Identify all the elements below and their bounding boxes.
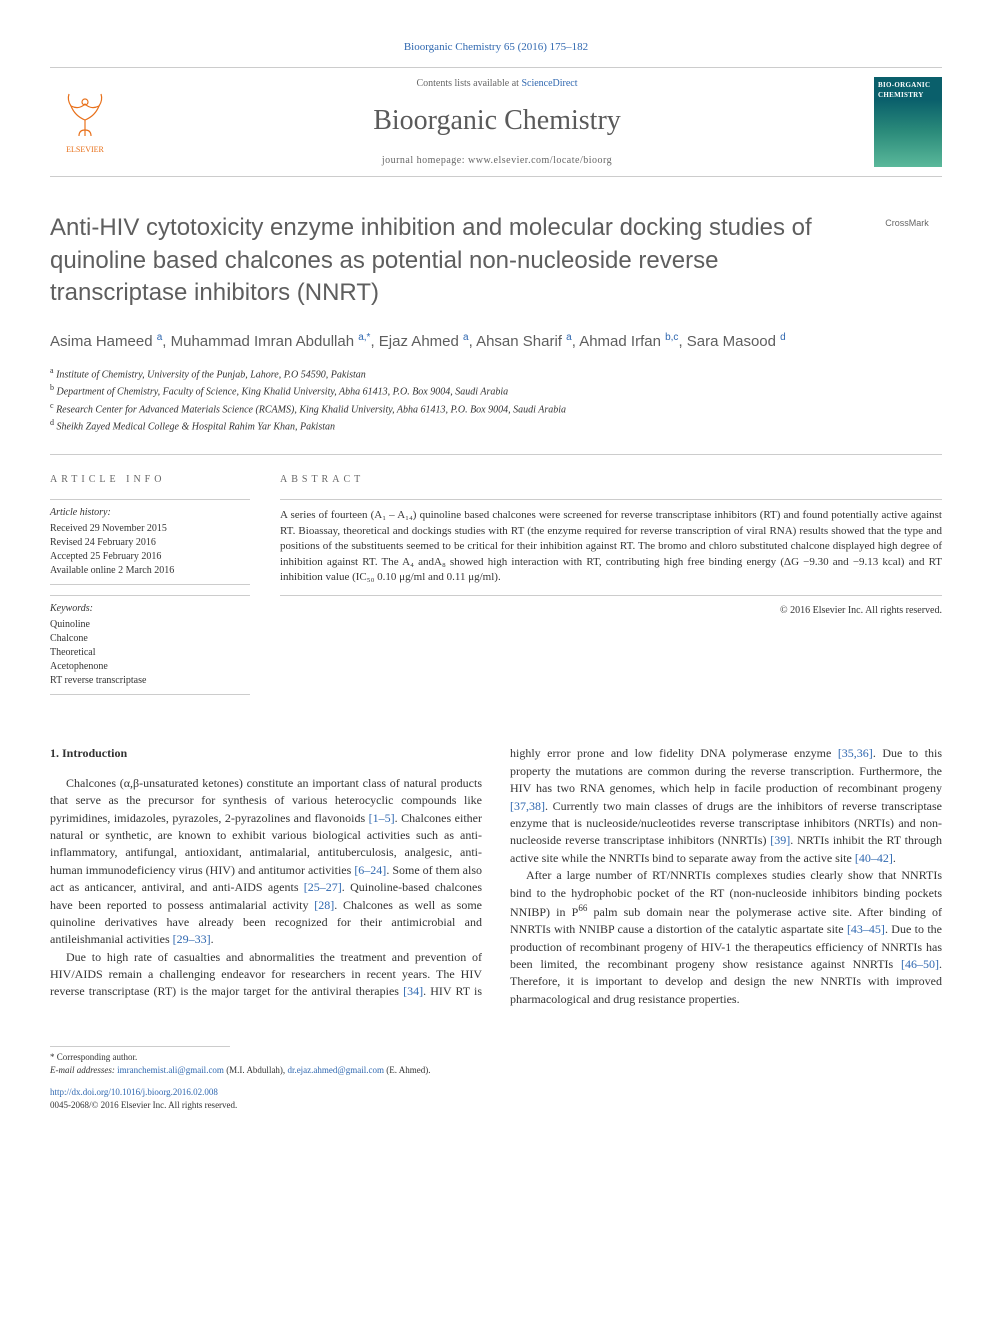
affiliation-line: d Sheikh Zayed Medical College & Hospita… [50,417,942,434]
elsevier-label: ELSEVIER [50,144,120,155]
history-line: Received 29 November 2015 [50,522,250,536]
elsevier-logo[interactable]: ELSEVIER [50,90,120,155]
email-link[interactable]: dr.ejaz.ahmed@gmail.com [287,1065,384,1075]
sciencedirect-link[interactable]: ScienceDirect [521,78,577,89]
contents-available: Contents lists available at ScienceDirec… [120,77,874,91]
abstract-text: A series of fourteen (A₁ – A₁₄) quinolin… [280,499,942,596]
keyword-line: Theoretical [50,646,250,660]
masthead: ELSEVIER Contents lists available at Sci… [50,67,942,177]
affiliations: a Institute of Chemistry, University of … [50,365,942,434]
body-paragraph: Chalcones (α,β-unsaturated ketones) cons… [50,775,482,949]
corresponding-author: * Corresponding author. [50,1051,942,1064]
keyword-line: Acetophenone [50,660,250,674]
email-addresses: E-mail addresses: imranchemist.ali@gmail… [50,1064,942,1077]
journal-name: Bioorganic Chemistry [120,101,874,140]
footer: * Corresponding author. E-mail addresses… [50,1038,942,1111]
elsevier-tree-icon [50,90,120,144]
history-line: Revised 24 February 2016 [50,536,250,550]
abstract: ABSTRACT A series of fourteen (A₁ – A₁₄)… [280,473,942,705]
article-title: Anti-HIV cytotoxicity enzyme inhibition … [50,212,942,309]
journal-cover-thumbnail[interactable]: BIO-ORGANIC CHEMISTRY [874,77,942,167]
section-heading: 1. Introduction [50,745,482,762]
keyword-line: Chalcone [50,632,250,646]
article-body: 1. Introduction Chalcones (α,β-unsaturat… [50,745,942,1008]
cover-title: BIO-ORGANIC CHEMISTRY [878,81,938,101]
history-label: Article history: [50,499,250,520]
affiliation-line: c Research Center for Advanced Materials… [50,400,942,417]
authors: Asima Hameed a, Muhammad Imran Abdullah … [50,330,942,354]
journal-homepage: journal homepage: www.elsevier.com/locat… [120,154,874,168]
history-line: Accepted 25 February 2016 [50,550,250,564]
affiliation-line: a Institute of Chemistry, University of … [50,365,942,382]
keyword-line: Quinoline [50,618,250,632]
body-paragraph: After a large number of RT/NNRTIs comple… [510,867,942,1008]
email-link[interactable]: imranchemist.ali@gmail.com [117,1065,224,1075]
article-info: ARTICLE INFO Article history: Received 2… [50,473,250,705]
abstract-copyright: © 2016 Elsevier Inc. All rights reserved… [280,604,942,618]
doi-link[interactable]: http://dx.doi.org/10.1016/j.bioorg.2016.… [50,1087,218,1097]
article-info-heading: ARTICLE INFO [50,473,250,487]
issn-copyright: 0045-2068/© 2016 Elsevier Inc. All right… [50,1099,942,1112]
abstract-heading: ABSTRACT [280,473,942,487]
affiliation-line: b Department of Chemistry, Faculty of Sc… [50,382,942,399]
header-citation: Bioorganic Chemistry 65 (2016) 175–182 [50,40,942,55]
keyword-line: RT reverse transcriptase [50,674,250,688]
crossmark-badge[interactable]: CrossMark [872,217,942,229]
history-line: Available online 2 March 2016 [50,564,250,578]
keywords-label: Keywords: [50,595,250,616]
